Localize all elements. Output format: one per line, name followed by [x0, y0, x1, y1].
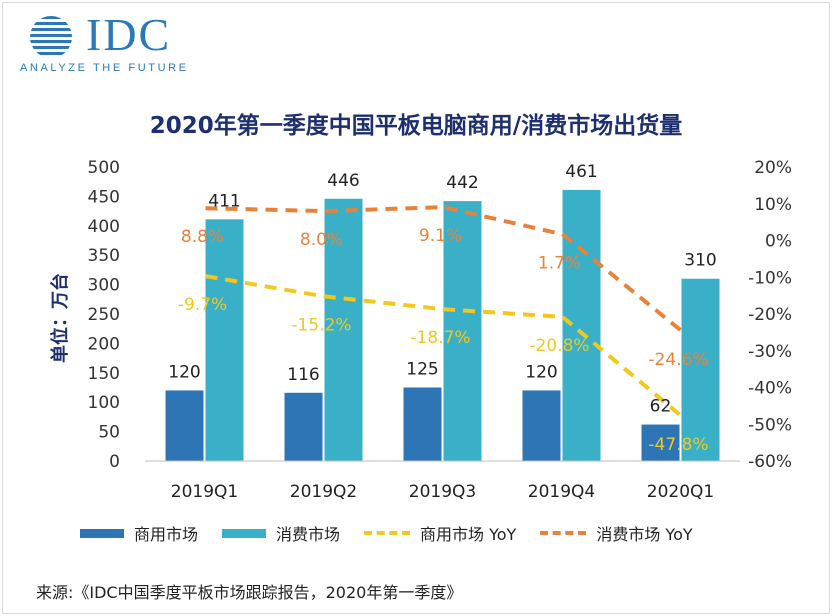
- legend-swatch: [364, 531, 411, 535]
- line-data-label: -18.7%: [410, 328, 470, 348]
- bar: [165, 390, 204, 461]
- legend-label: 商用市场: [134, 525, 199, 544]
- logo-tagline: ANALYZE THE FUTURE: [20, 62, 189, 74]
- x-axis: 2019Q1 2019Q2 2019Q3 2019Q4 2020Q1: [145, 460, 740, 502]
- y2-tick-label: -20%: [748, 305, 792, 325]
- y2-tick-label: -30%: [748, 342, 792, 362]
- y-tick-label: 250: [88, 305, 120, 325]
- left-axis: 0 50 100 150 200 250 300 350 400 450 500: [88, 158, 120, 472]
- bar: [681, 278, 720, 461]
- line-data-label: -9.7%: [178, 295, 227, 315]
- y-tick-label: 100: [88, 393, 120, 413]
- y-tick-label: 450: [88, 187, 120, 207]
- right-axis: -60% -50% -40% -30% -20% -10% 0% 10% 20%: [748, 158, 792, 472]
- legend-swatch: [540, 531, 587, 535]
- y-tick-label: 0: [109, 452, 120, 472]
- idc-logo: IDC ANALYZE THE FUTURE: [20, 9, 186, 74]
- y-tick-label: 200: [88, 334, 120, 354]
- line-series: [205, 205, 683, 418]
- line-data-label: 8.8%: [181, 227, 224, 247]
- bar-series: [165, 189, 720, 461]
- line-data-label: -15.2%: [291, 315, 351, 335]
- legend-label: 商用市场 YoY: [420, 525, 517, 544]
- bar: [522, 390, 561, 461]
- legend: 商用市场 消费市场 商用市场 YoY 消费市场 YoY: [80, 521, 703, 545]
- legend-item-consumer-yoy: 消费市场 YoY: [540, 521, 693, 545]
- y2-tick-label: 0%: [765, 232, 792, 252]
- y-tick-label: 300: [88, 276, 120, 296]
- line-data-label: -24.6%: [648, 350, 708, 370]
- y2-tick-label: -50%: [748, 415, 792, 435]
- line-data-label: 8.0%: [300, 230, 343, 250]
- line-data-label: 1.7%: [538, 253, 581, 273]
- legend-item-consumer: 消费市场: [222, 521, 340, 545]
- legend-item-commercial: 商用市场: [80, 521, 198, 545]
- y-axis-label: 单位：万台: [49, 273, 71, 363]
- logo-wordmark: IDC: [86, 9, 172, 60]
- legend-swatch: [80, 528, 124, 538]
- bar-data-label: 116: [287, 365, 319, 385]
- bar-data-label: 446: [327, 171, 359, 191]
- data-labels: 120 116 125 120 62 411 446 442 461 310 -9.7% -15.2%…: [168, 162, 716, 455]
- legend-swatch: [222, 528, 267, 538]
- yoy-line: [205, 205, 683, 333]
- bar: [324, 198, 363, 461]
- line-data-label: 9.1%: [419, 226, 462, 246]
- x-tick-label: 2019Q4: [528, 482, 595, 502]
- yoy-line: [205, 274, 683, 418]
- legend-label: 消费市场 YoY: [596, 525, 693, 544]
- y-tick-label: 150: [88, 364, 120, 384]
- y2-tick-label: -40%: [748, 379, 792, 399]
- chart-title: 2020年第一季度中国平板电脑商用/消费市场出货量: [149, 113, 683, 139]
- bar: [641, 424, 680, 461]
- bar-data-label: 120: [168, 362, 200, 382]
- bar-data-label: 310: [684, 251, 716, 271]
- source-note: 来源:《IDC中国季度平板市场跟踪报告，2020年第一季度》: [36, 583, 463, 602]
- bar: [284, 392, 323, 461]
- x-tick-label: 2019Q3: [409, 482, 476, 502]
- bar: [403, 387, 442, 461]
- x-tick-label: 2019Q1: [171, 482, 238, 502]
- x-tick-label: 2019Q2: [290, 482, 357, 502]
- line-data-label: -47.8%: [648, 435, 708, 455]
- globe-lines-icon: [30, 16, 72, 55]
- bar: [205, 219, 244, 461]
- bar-data-label: 461: [565, 162, 597, 182]
- bar: [443, 201, 482, 461]
- y2-tick-label: 20%: [754, 158, 792, 178]
- legend-item-commercial-yoy: 商用市场 YoY: [364, 521, 516, 545]
- bar-data-label: 411: [208, 191, 240, 211]
- y2-tick-label: -60%: [748, 452, 792, 472]
- y-tick-label: 400: [88, 217, 120, 237]
- y2-tick-label: -10%: [748, 268, 792, 288]
- y-tick-label: 500: [88, 158, 120, 178]
- bar: [562, 189, 601, 461]
- bar-data-label: 62: [650, 397, 672, 417]
- x-tick-label: 2020Q1: [647, 482, 714, 502]
- bar-data-label: 120: [525, 362, 557, 382]
- legend-label: 消费市场: [276, 525, 341, 544]
- y-tick-label: 50: [98, 423, 120, 443]
- y-tick-label: 350: [88, 246, 120, 266]
- y2-tick-label: 10%: [754, 195, 792, 215]
- bar-data-label: 442: [446, 173, 478, 193]
- bar-data-label: 125: [406, 360, 438, 380]
- line-data-label: -20.8%: [529, 336, 589, 356]
